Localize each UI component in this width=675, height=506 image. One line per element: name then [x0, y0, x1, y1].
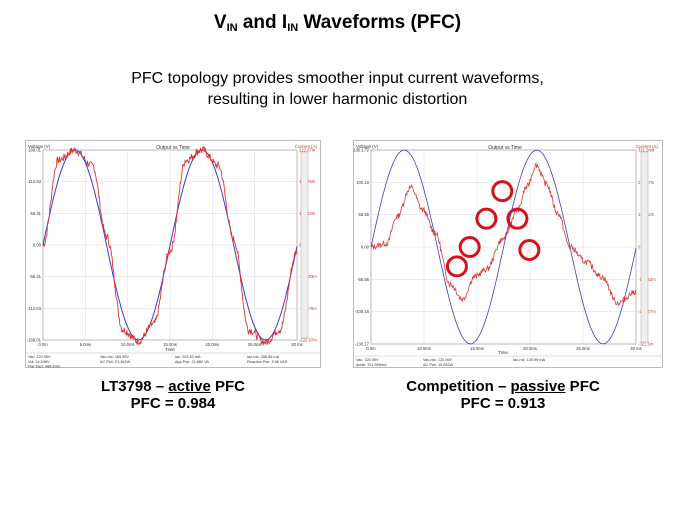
right-x-label: Time: [498, 350, 508, 355]
x-tick-label: 0.0m: [366, 346, 376, 351]
measurement-text: AC Pwr: 21.462W: [100, 360, 131, 364]
right-y-right-label: Current (A): [636, 144, 659, 149]
right-voltage-series: [370, 149, 637, 345]
x-tick-label: 30 ms: [630, 346, 641, 351]
y-tick-label: -56.56: [357, 277, 370, 282]
left-y-left-label: Voltage (V): [28, 144, 51, 149]
x-tick-label: 30 ms: [291, 342, 302, 347]
right-pfc-value: PFC = 0.913: [460, 395, 546, 412]
measurement-text: Iac-rdc: 120.99 mA: [513, 358, 546, 362]
measurement-text: AC Pwr: 15.062W: [423, 363, 454, 367]
left-y-ticks: 168.01 112.63 56.31 0.00 -56.31 -112.63 -168.0…: [27, 148, 42, 343]
left-pfc-value: PFC = 0.984: [130, 395, 216, 412]
x-tick-label: 15.0ms: [470, 346, 484, 351]
right-caption-title: Competition – passive PFC: [406, 378, 600, 395]
measurement-text: Iac-rdc: 285.56 mA: [247, 355, 280, 359]
left-plot-title: Output vs Time: [156, 145, 190, 151]
left-caption-title: LT3798 – active PFC: [101, 378, 245, 395]
right-y-ticks: 130.17V 100.18 56.56 0.00 -56.56 -100.18 -130.…: [353, 148, 369, 347]
highlight-circle: [518, 238, 541, 261]
highlight-circle: [506, 207, 529, 230]
right-caption: Competition – passive PFC PFC = 0.913: [353, 378, 653, 412]
subtitle-line-1: PFC topology provides smoother input cur…: [131, 70, 544, 87]
title-v: V: [213, 12, 227, 33]
left-caption: LT3798 – active PFC PFC = 0.984: [25, 378, 321, 412]
y-tick-label: 112.63: [29, 179, 42, 184]
right-scrollbar[interactable]: [640, 151, 649, 343]
y-tick-label-right: 222.67m: [299, 148, 316, 153]
x-tick-label: 10.0ms: [121, 342, 135, 347]
y-tick-label-right: -321.5m: [638, 342, 654, 347]
y-tick-label: -168.01: [27, 338, 42, 343]
title-i: I: [281, 12, 288, 33]
right-y-left-label: Voltage (V): [356, 144, 379, 149]
y-tick-label: 100.18: [356, 180, 369, 185]
y-tick-label: -56.31: [29, 274, 42, 279]
subtitle-line-2: resulting in lower harmonic distortion: [207, 91, 468, 108]
measurement-text: Iac: 203.53 mA: [175, 355, 201, 359]
x-tick-label: 0.0m: [38, 342, 48, 347]
measurement-text: Vol: 14.248V: [28, 360, 50, 364]
slide-subtitle: PFC topology provides smoother input cur…: [0, 68, 675, 110]
y-tick-label: 0.00: [361, 245, 370, 250]
left-y-right-label: Current (A): [295, 144, 318, 149]
y-tick-label: -112.63: [27, 306, 42, 311]
title-rest: Waveforms (PFC): [298, 12, 462, 33]
measurement-text: Vac-rdc: 165.95V: [100, 355, 130, 359]
left-measurements: Vac: 120.05V Vac-rdc: 165.95V Iac: 203.53 …: [28, 355, 288, 369]
y-tick-label: 56.31: [31, 211, 42, 216]
right-x-ticks: 0.0m 10.0ms 15.0ms 20.0ms 25.0ms 30 ms: [366, 346, 641, 351]
right-highlight-circles: [445, 180, 541, 278]
x-tick-label: 15.0ms: [163, 342, 177, 347]
x-tick-label: 5.0ms: [80, 342, 91, 347]
highlight-circle: [458, 236, 481, 258]
highlight-circle: [491, 180, 514, 203]
x-tick-label: 20.0ms: [523, 346, 537, 351]
highlight-circle: [475, 207, 498, 230]
y-tick-label: -130.17: [355, 342, 370, 347]
highlight-circle: [445, 255, 468, 278]
y-tick-label: 0.00: [33, 243, 42, 248]
left-caption-emph: active: [168, 378, 211, 395]
y-tick-label-right: -222.67m: [299, 338, 317, 343]
slide-title: VIN and IIN Waveforms (PFC): [0, 12, 675, 34]
y-tick-label: 168.01: [28, 148, 41, 153]
right-waveform-screenshot: Voltage (V) Output vs Time Current (A) 1…: [353, 140, 663, 372]
measurement-text: Ipeak: 311.956mA: [356, 363, 387, 367]
left-current-series: [42, 146, 298, 346]
left-voltage-series: [42, 149, 298, 341]
measurement-text: Vac-rdc: 120.06V: [423, 358, 453, 362]
x-tick-label: 25.0ms: [576, 346, 590, 351]
left-x-ticks: 0.0m 5.0ms 10.0ms 15.0ms 20.0ms 25.0ms 30 ms: [38, 342, 302, 347]
x-tick-label: 20.0ms: [205, 342, 219, 347]
left-scrollbar[interactable]: [300, 151, 309, 339]
title-v-sub: IN: [226, 22, 238, 34]
left-waveform-plot: Voltage (V) Output vs Time Current (A) 1…: [25, 140, 321, 369]
measurement-text: Vac: 120.06V: [356, 358, 379, 362]
y-tick-label: -100.18: [355, 309, 370, 314]
x-tick-label: 25.0ms: [248, 342, 262, 347]
title-i-sub: IN: [287, 22, 299, 34]
left-x-label: Time: [165, 347, 175, 352]
right-current-series: [370, 162, 637, 307]
right-caption-emph: passive: [510, 378, 566, 395]
left-waveform-screenshot: Voltage (V) Output vs Time Current (A) 1…: [25, 140, 321, 369]
title-and: and: [237, 12, 282, 33]
x-tick-label: 10.0ms: [417, 346, 431, 351]
measurement-text: Pwr Fact: 984.83m: [28, 365, 60, 368]
y-tick-label-right: 321.5ma: [638, 148, 655, 153]
measurement-text: App Pwr: 21.882 VA: [175, 360, 209, 364]
right-waveform-plot: Voltage (V) Output vs Time Current (A) 1…: [353, 140, 663, 372]
y-tick-label: 56.56: [359, 212, 370, 217]
measurement-text: Reactive Pwr: 3.96 VAR: [247, 360, 288, 364]
right-grid: [370, 149, 637, 345]
y-tick-label: 130.17V: [353, 148, 369, 153]
right-plot-title: Output vs Time: [488, 145, 522, 151]
measurement-text: Vac: 120.05V: [28, 355, 51, 359]
